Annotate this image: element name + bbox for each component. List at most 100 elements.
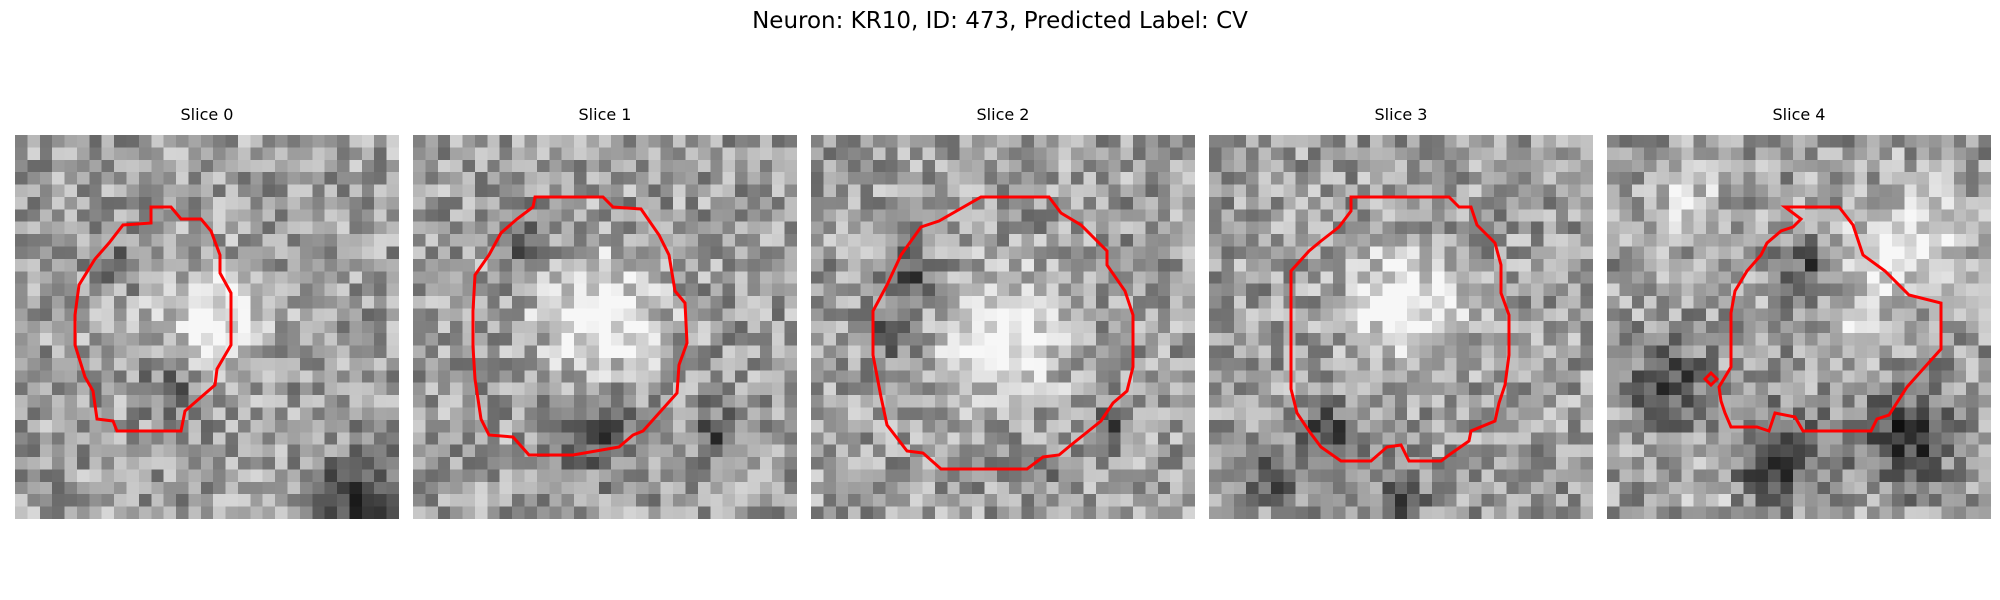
image-pixel	[1693, 196, 1707, 210]
image-pixel	[784, 271, 797, 285]
figure-title: Neuron: KR10, ID: 473, Predicted Label: …	[752, 8, 1248, 34]
image-pixel	[89, 271, 103, 285]
image-pixel	[1817, 494, 1831, 508]
image-pixel	[1953, 308, 1967, 322]
image-pixel	[747, 345, 761, 359]
image-pixel	[660, 196, 674, 210]
image-pixel	[27, 196, 41, 210]
image-pixel	[947, 283, 961, 297]
image-pixel	[1221, 159, 1235, 173]
image-pixel	[697, 221, 711, 235]
image-pixel	[437, 370, 451, 384]
image-pixel	[64, 184, 78, 198]
image-pixel	[722, 370, 736, 384]
image-pixel	[1730, 159, 1744, 173]
image-pixel	[1706, 481, 1720, 495]
image-pixel	[1966, 494, 1980, 508]
image-pixel	[996, 147, 1010, 161]
image-pixel	[823, 296, 837, 310]
image-pixel	[1469, 395, 1483, 409]
image-pixel	[386, 333, 399, 347]
image-pixel	[1493, 196, 1507, 210]
image-pixel	[1157, 209, 1171, 223]
image-pixel	[1021, 481, 1035, 495]
image-pixel	[1308, 296, 1322, 310]
image-pixel	[1258, 320, 1272, 334]
image-pixel	[64, 432, 78, 446]
image-pixel	[1481, 370, 1495, 384]
image-pixel	[1469, 308, 1483, 322]
image-pixel	[237, 419, 251, 433]
image-pixel	[425, 221, 439, 235]
image-pixel	[1916, 494, 1930, 508]
image-pixel	[1768, 382, 1782, 396]
image-pixel	[759, 147, 773, 161]
image-pixel	[784, 246, 797, 260]
image-pixel	[1916, 209, 1930, 223]
image-pixel	[1854, 258, 1868, 272]
image-pixel	[287, 444, 301, 458]
image-pixel	[1916, 271, 1930, 285]
image-pixel	[213, 345, 227, 359]
image-pixel	[848, 357, 862, 371]
image-pixel	[337, 209, 351, 223]
image-pixel	[586, 234, 600, 248]
image-pixel	[1083, 494, 1097, 508]
image-pixel	[1867, 135, 1881, 148]
image-pixel	[1046, 333, 1060, 347]
image-pixel	[1817, 345, 1831, 359]
image-pixel	[324, 370, 338, 384]
image-pixel	[1531, 382, 1545, 396]
image-pixel	[1308, 147, 1322, 161]
image-pixel	[1929, 283, 1943, 297]
image-pixel	[437, 457, 451, 471]
image-pixel	[450, 221, 464, 235]
image-pixel	[1182, 184, 1195, 198]
image-pixel	[1780, 506, 1794, 519]
image-pixel	[574, 320, 588, 334]
image-pixel	[1083, 172, 1097, 186]
image-pixel	[1332, 246, 1346, 260]
image-pixel	[1469, 444, 1483, 458]
image-pixel	[897, 159, 911, 173]
image-pixel	[462, 221, 476, 235]
image-pixel	[574, 184, 588, 198]
image-pixel	[1209, 320, 1222, 334]
image-pixel	[673, 184, 687, 198]
image-pixel	[1345, 296, 1359, 310]
image-pixel	[747, 333, 761, 347]
image-pixel	[386, 370, 399, 384]
image-pixel	[922, 159, 936, 173]
image-pixel	[1295, 184, 1309, 198]
image-pixel	[324, 444, 338, 458]
image-pixel	[437, 320, 451, 334]
image-pixel	[1357, 333, 1371, 347]
image-pixel	[1780, 432, 1794, 446]
image-pixel	[1493, 494, 1507, 508]
image-pixel	[1631, 320, 1645, 334]
image-pixel	[1456, 345, 1470, 359]
image-pixel	[1419, 147, 1433, 161]
image-pixel	[425, 234, 439, 248]
image-pixel	[52, 296, 66, 310]
image-pixel	[598, 196, 612, 210]
image-pixel	[324, 494, 338, 508]
image-pixel	[1656, 234, 1670, 248]
image-pixel	[1768, 234, 1782, 248]
image-pixel	[1419, 395, 1433, 409]
image-pixel	[835, 184, 849, 198]
image-pixel	[972, 234, 986, 248]
image-pixel	[759, 296, 773, 310]
image-pixel	[287, 184, 301, 198]
image-pixel	[1209, 494, 1222, 508]
image-pixel	[349, 444, 363, 458]
image-pixel	[1120, 196, 1134, 210]
image-pixel	[1295, 271, 1309, 285]
image-pixel	[1531, 296, 1545, 310]
image-pixel	[1607, 283, 1620, 297]
image-pixel	[27, 370, 41, 384]
image-pixel	[660, 135, 674, 148]
image-pixel	[1755, 159, 1769, 173]
image-pixel	[324, 296, 338, 310]
image-pixel	[1046, 345, 1060, 359]
